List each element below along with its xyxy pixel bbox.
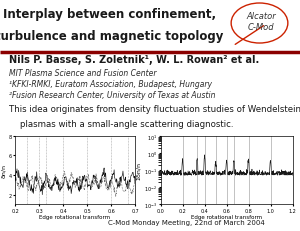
Text: C-Mod: C-Mod [248, 23, 274, 32]
Text: This idea originates from density fluctuation studies of Wendelstein 7-AS: This idea originates from density fluctu… [9, 105, 300, 114]
X-axis label: Edge rotational transform: Edge rotational transform [39, 214, 111, 219]
Text: ¹KFKI-RMKI, Euratom Association, Budapest, Hungary: ¹KFKI-RMKI, Euratom Association, Budapes… [9, 80, 212, 89]
Text: Nils P. Basse, S. Zoletnik¹, W. L. Rowan² et al.: Nils P. Basse, S. Zoletnik¹, W. L. Rowan… [9, 55, 259, 65]
Text: Interplay between confinement,: Interplay between confinement, [3, 8, 216, 21]
Text: turbulence and magnetic topology: turbulence and magnetic topology [0, 30, 224, 43]
Text: ²Fusion Research Center, University of Texas at Austin: ²Fusion Research Center, University of T… [9, 90, 215, 99]
Text: plasmas with a small-angle scattering diagnostic.: plasmas with a small-angle scattering di… [9, 120, 233, 129]
Text: MIT Plasma Science and Fusion Center: MIT Plasma Science and Fusion Center [9, 69, 157, 78]
X-axis label: Edge rotational transform: Edge rotational transform [191, 214, 262, 219]
Text: C-Mod Monday Meeting, 22nd of March 2004: C-Mod Monday Meeting, 22nd of March 2004 [108, 219, 264, 225]
Text: Alcator: Alcator [246, 12, 276, 20]
Y-axis label: δn/n: δn/n [1, 163, 6, 177]
Y-axis label: Σδn/n: Σδn/n [136, 161, 141, 179]
